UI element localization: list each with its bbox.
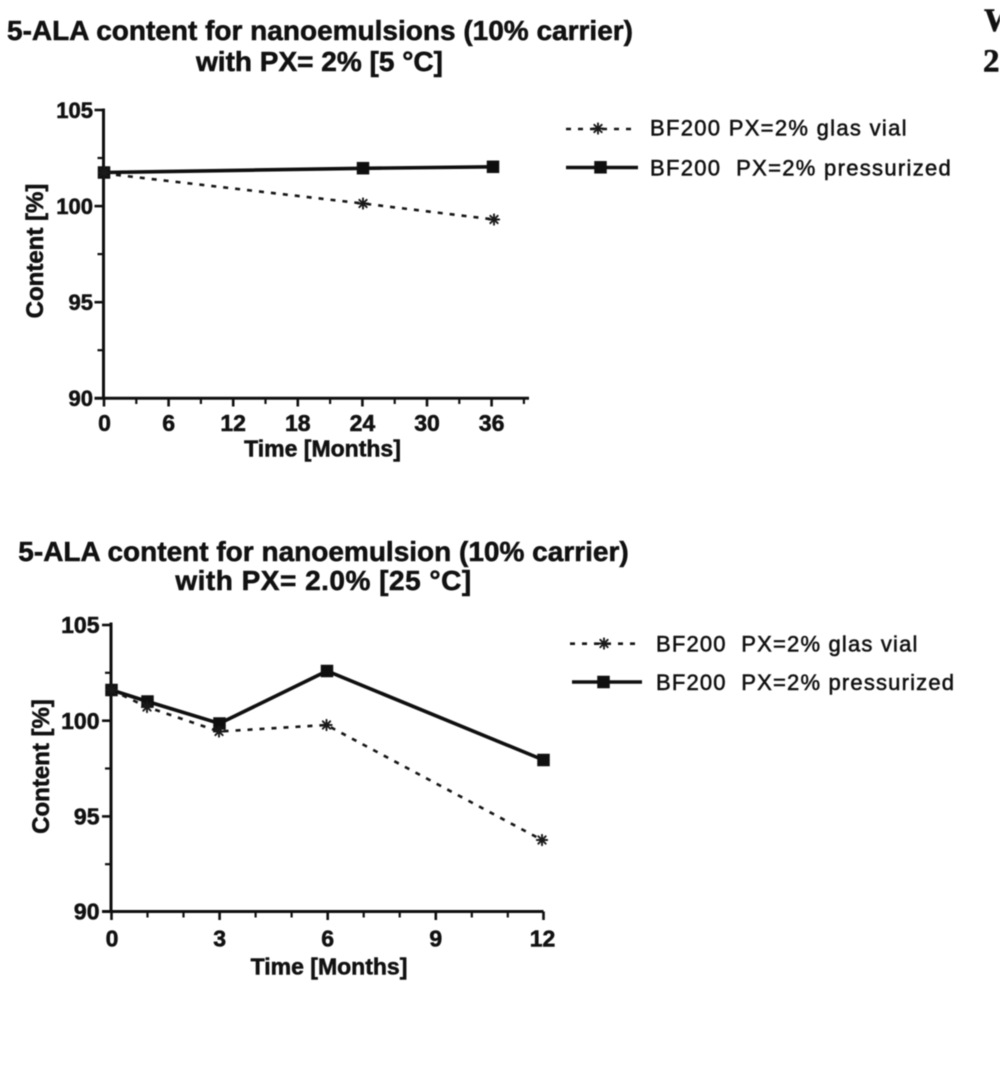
svg-text:36: 36: [479, 410, 505, 436]
svg-text:90: 90: [69, 386, 93, 411]
svg-text:2: 2: [983, 44, 1000, 80]
svg-text:0: 0: [98, 410, 111, 436]
svg-text:Content [%]: Content [%]: [22, 184, 49, 319]
svg-text:100: 100: [61, 708, 99, 734]
svg-text:Content [%]: Content [%]: [28, 699, 55, 834]
svg-text:Time [Months]: Time [Months]: [251, 954, 408, 980]
svg-text:105: 105: [61, 612, 100, 638]
svg-text:W: W: [984, 3, 1000, 39]
svg-text:BF200 PX=2% glas vial: BF200 PX=2% glas vial: [650, 116, 908, 141]
svg-text:BF200 PX=2% glas vial: BF200 PX=2% glas vial: [656, 632, 919, 657]
svg-text:BF200 PX=2% pressurized: BF200 PX=2% pressurized: [656, 670, 955, 695]
svg-text:6: 6: [162, 410, 175, 436]
svg-text:Time [Months]: Time [Months]: [244, 436, 401, 462]
svg-text:0: 0: [106, 926, 119, 952]
svg-text:12: 12: [220, 410, 246, 436]
svg-text:100: 100: [56, 194, 93, 219]
svg-text:with PX= 2.0% [25 °C]: with PX= 2.0% [25 °C]: [174, 565, 471, 596]
svg-text:105: 105: [56, 98, 93, 123]
svg-text:3: 3: [213, 926, 226, 952]
svg-text:30: 30: [414, 410, 440, 436]
svg-text:95: 95: [74, 804, 100, 830]
svg-text:12: 12: [530, 926, 556, 952]
svg-text:6: 6: [321, 926, 334, 952]
svg-text:5-ALA content for nanoemulsion: 5-ALA content for nanoemulsion (10% carr…: [18, 536, 628, 567]
svg-text:9: 9: [429, 926, 442, 952]
svg-text:with PX= 2% [5 °C]: with PX= 2% [5 °C]: [195, 46, 443, 77]
svg-text:18: 18: [285, 410, 311, 436]
svg-text:90: 90: [74, 899, 100, 925]
svg-text:BF200 PX=2% pressurized: BF200 PX=2% pressurized: [650, 156, 952, 181]
svg-text:5-ALA content for nanoemulsion: 5-ALA content for nanoemulsions (10% car…: [7, 15, 633, 46]
svg-text:24: 24: [350, 410, 376, 436]
svg-text:95: 95: [69, 290, 93, 315]
